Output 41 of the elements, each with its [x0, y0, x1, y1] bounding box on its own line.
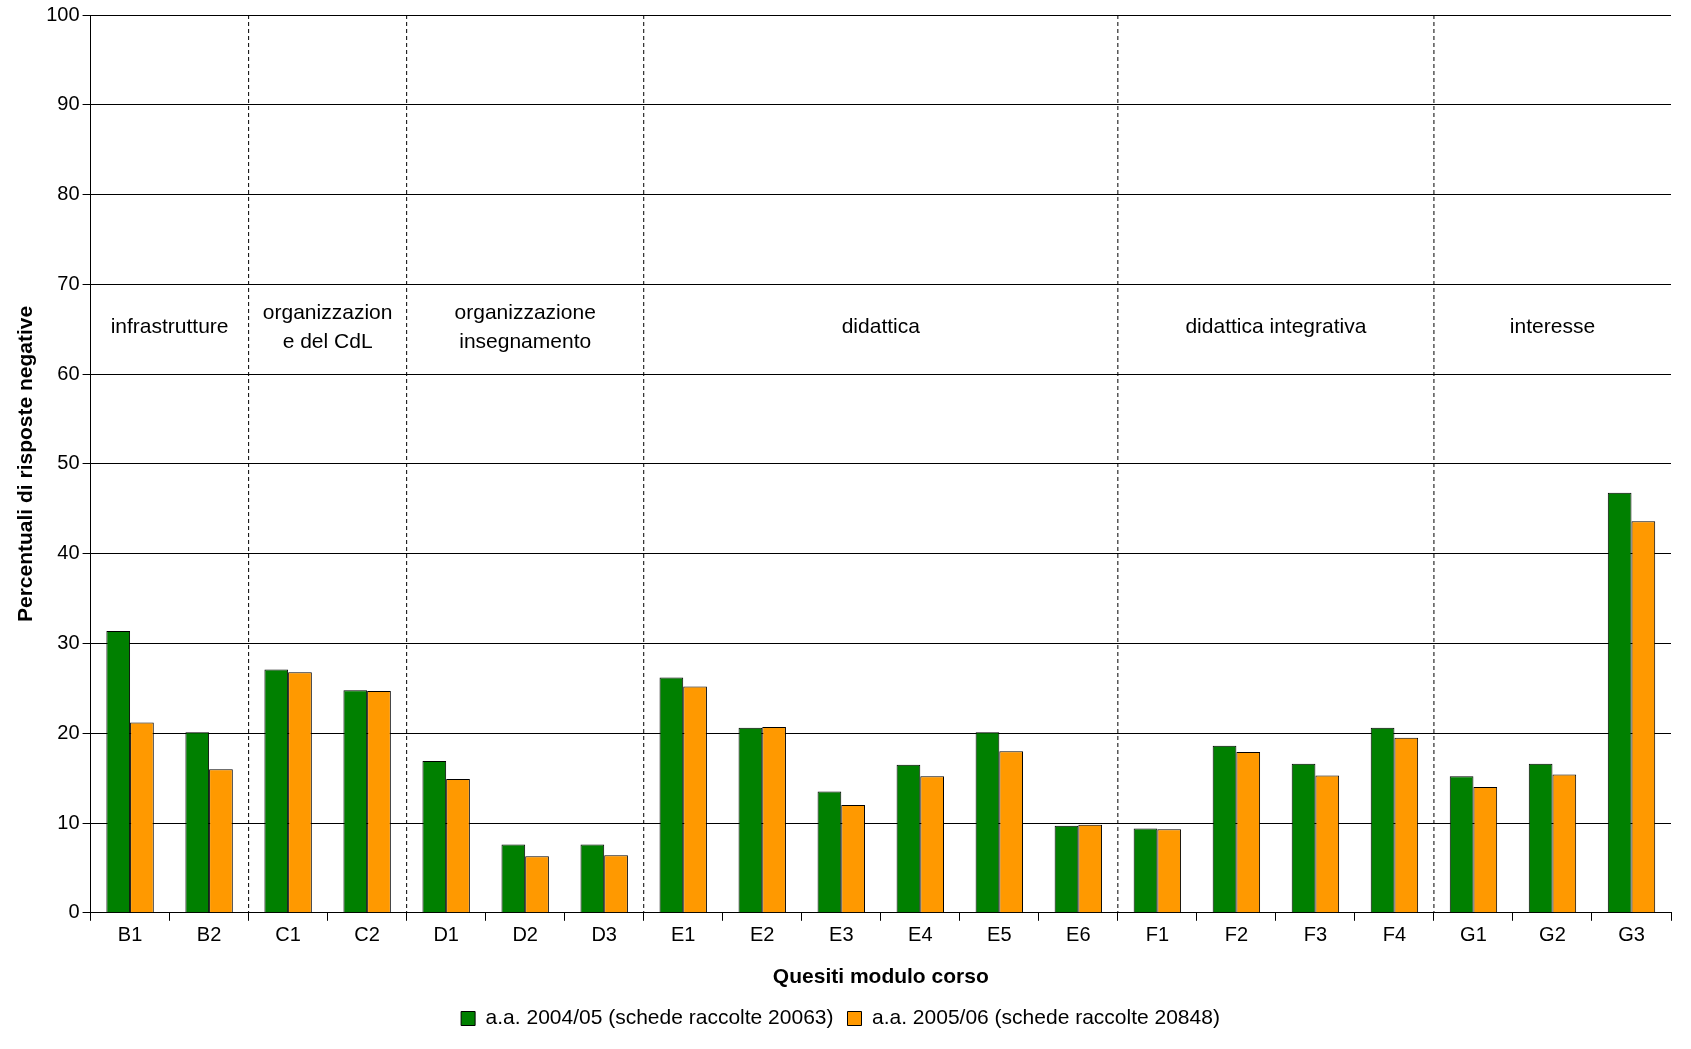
annotation: didattica integrativa	[1185, 314, 1367, 338]
annotation: organizzazion e del CdL	[262, 299, 393, 352]
x-tick-label: E5	[987, 923, 1012, 946]
y-tick-label: 20	[57, 720, 80, 743]
x-tick-label: C1	[275, 923, 301, 946]
y-tick-label: 60	[57, 361, 80, 384]
legend-label: a.a. 2004/05 (schede raccolte 20063)	[485, 1005, 834, 1029]
x-axis-title: Quesiti modulo corso	[772, 964, 989, 988]
x-tick-label: D2	[512, 923, 538, 946]
x-tick-label: C2	[354, 923, 380, 946]
annotation: organizzazione insegnamento	[454, 299, 596, 352]
legend-label: a.a. 2005/06 (schede raccolte 20848)	[872, 1005, 1220, 1029]
x-tick-label: F1	[1145, 923, 1170, 946]
y-axis-title: Percentuali di risposte negative	[13, 305, 37, 623]
x-tick-label: F2	[1224, 923, 1249, 946]
y-tick-label: 0	[68, 900, 80, 923]
y-tick-label: 100	[46, 2, 80, 25]
y-tick-label: 10	[57, 810, 80, 833]
x-tick-label: G2	[1539, 923, 1566, 946]
x-tick-label: G1	[1460, 923, 1487, 946]
y-tick-label: 90	[57, 92, 80, 115]
x-tick-label: E4	[908, 923, 933, 946]
annotation: didattica	[841, 314, 921, 338]
x-tick-label: D3	[591, 923, 617, 946]
x-tick-label: E2	[750, 923, 775, 946]
y-tick-label: 30	[57, 630, 80, 653]
y-tick-label: 70	[57, 271, 80, 294]
x-tick-label: B1	[117, 923, 143, 946]
x-tick-label: B2	[196, 923, 222, 946]
annotation: infrastrutture	[110, 314, 229, 338]
y-tick-label: 80	[57, 182, 80, 205]
x-tick-label: E1	[671, 923, 696, 946]
y-tick-label: 40	[57, 541, 80, 564]
x-tick-label: D1	[433, 923, 459, 946]
x-tick-label: G3	[1618, 923, 1645, 946]
annotation: interesse	[1509, 314, 1596, 338]
x-tick-label: E6	[1066, 923, 1091, 946]
x-tick-label: F3	[1303, 923, 1328, 946]
x-tick-label: E3	[829, 923, 854, 946]
y-tick-label: 50	[57, 451, 80, 474]
x-tick-label: F4	[1382, 923, 1407, 946]
